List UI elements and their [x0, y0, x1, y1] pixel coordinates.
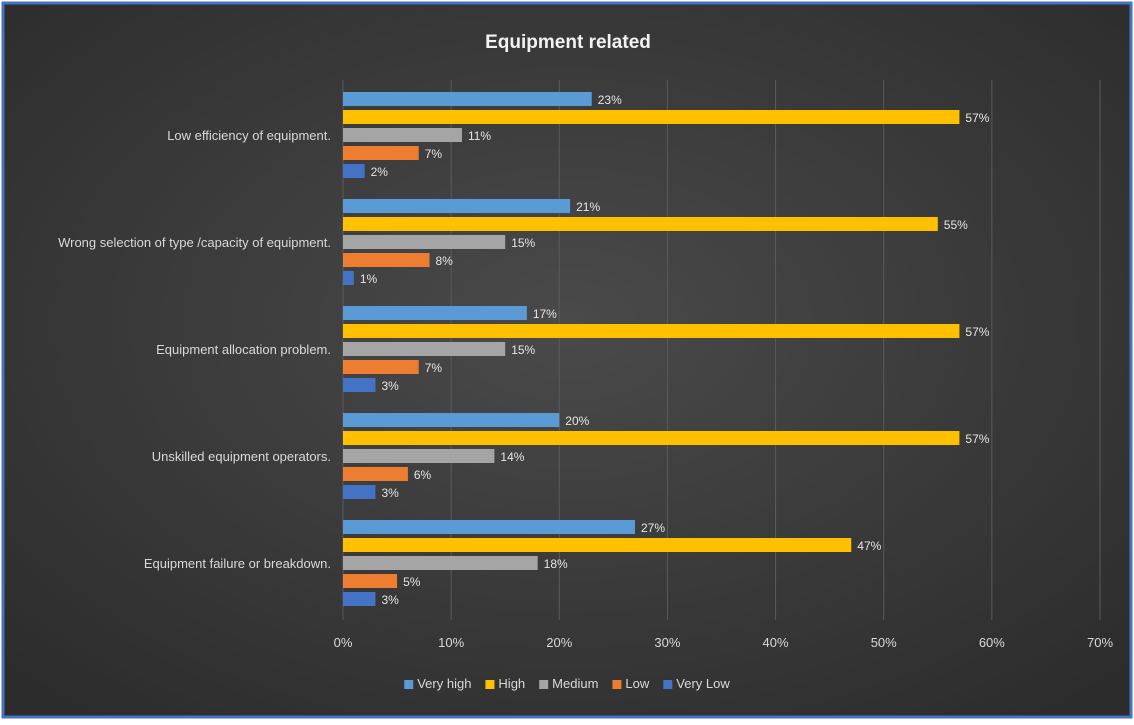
data-label: 20% — [565, 414, 589, 428]
legend-swatch — [612, 680, 622, 689]
x-tick-label: 10% — [438, 635, 464, 650]
data-label: 14% — [500, 450, 524, 464]
data-label: 15% — [511, 343, 535, 357]
x-tick-label: 50% — [871, 635, 897, 650]
data-label: 7% — [425, 147, 443, 161]
legend-swatch — [404, 680, 414, 689]
legend-label: High — [498, 676, 525, 691]
data-label: 55% — [944, 218, 968, 232]
category-label: Equipment allocation problem. — [156, 342, 331, 357]
data-label: 3% — [381, 486, 399, 500]
bar — [343, 485, 376, 499]
bar — [343, 574, 398, 588]
x-axis-ticks: 0% 10% 20% 30% 40% 50% 60% 70% — [334, 635, 1114, 650]
data-label: 1% — [360, 272, 378, 286]
data-label: 11% — [468, 129, 491, 143]
bar — [343, 342, 506, 356]
bar — [343, 92, 592, 106]
data-label: 3% — [381, 593, 399, 607]
x-tick-label: 40% — [763, 635, 789, 650]
category-label: Unskilled equipment operators. — [152, 449, 331, 464]
data-label: 3% — [381, 379, 399, 393]
category-label: Low efficiency of equipment. — [167, 128, 331, 143]
legend: Very high High Medium Low Very Low — [404, 676, 730, 691]
x-tick-label: 0% — [334, 635, 353, 650]
bar — [343, 110, 960, 124]
category-labels: Low efficiency of equipment. Wrong select… — [58, 128, 331, 571]
data-label: 15% — [511, 236, 535, 250]
legend-label: Medium — [552, 676, 598, 691]
data-label: 8% — [436, 254, 454, 268]
data-label: 27% — [641, 521, 665, 535]
data-label: 7% — [425, 361, 443, 375]
bar — [343, 217, 938, 231]
chart-title: Equipment related — [485, 32, 651, 53]
legend-swatch — [539, 680, 549, 689]
data-label: 6% — [414, 468, 432, 482]
data-label: 47% — [857, 539, 881, 553]
legend-item: High — [485, 676, 525, 691]
bar — [343, 592, 376, 606]
data-label: 23% — [598, 93, 622, 107]
data-labels: 23% 57% 11% 7% 2% 21% 55% 15% 8% 1% 17% 57% 15% 7% 3% 2… — [360, 93, 990, 607]
legend-swatch — [485, 680, 495, 689]
category-label: Wrong selection of type /capacity of equ… — [58, 235, 331, 250]
legend-label: Very Low — [676, 676, 730, 691]
legend-label: Low — [625, 676, 649, 691]
legend-item: Very high — [404, 676, 471, 691]
bar — [343, 378, 376, 392]
bar — [343, 467, 408, 481]
bar — [343, 235, 506, 249]
x-tick-label: 20% — [546, 635, 572, 650]
data-label: 57% — [965, 325, 989, 339]
x-tick-label: 70% — [1087, 635, 1113, 650]
legend-label: Very high — [417, 676, 471, 691]
bar — [343, 520, 635, 534]
bar — [343, 128, 462, 142]
bar — [343, 253, 430, 267]
category-label: Equipment failure or breakdown. — [144, 556, 331, 571]
bar — [343, 324, 960, 338]
data-label: 17% — [533, 307, 557, 321]
x-tick-label: 60% — [979, 635, 1005, 650]
data-label: 2% — [371, 165, 389, 179]
x-tick-label: 30% — [654, 635, 680, 650]
bar — [343, 360, 419, 374]
data-label: 21% — [576, 200, 600, 214]
data-label: 57% — [965, 432, 989, 446]
bar — [343, 449, 495, 463]
bar — [343, 538, 852, 552]
legend-item: Low — [612, 676, 650, 691]
data-label: 18% — [544, 557, 568, 571]
bar — [343, 146, 419, 160]
bar — [343, 431, 960, 445]
bar — [343, 413, 560, 427]
data-label: 57% — [965, 111, 989, 125]
data-label: 5% — [403, 575, 421, 589]
legend-swatch — [663, 680, 673, 689]
bars — [343, 92, 960, 606]
legend-item: Medium — [539, 676, 598, 691]
bar — [343, 164, 365, 178]
bar — [343, 306, 527, 320]
bar — [343, 271, 354, 285]
bar — [343, 199, 571, 213]
legend-item: Very Low — [663, 676, 730, 691]
bar — [343, 556, 538, 570]
